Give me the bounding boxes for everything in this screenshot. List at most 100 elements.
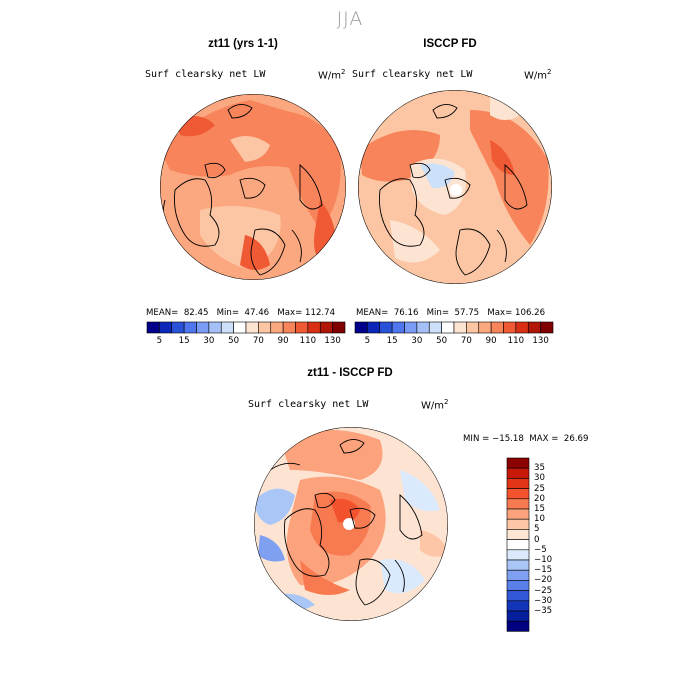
colorbar-swatch	[506, 457, 530, 469]
colorbar-tick-label: −20	[534, 575, 553, 586]
colorbar-swatch	[506, 569, 530, 581]
colorbar-swatch	[282, 321, 296, 334]
panel1-title: zt11 (yrs 1-1)	[208, 38, 278, 50]
panel3-stats: MIN = −15.18 MAX = 26.69	[463, 434, 589, 444]
colorbar-swatch	[506, 610, 530, 622]
colorbar-tick-label: 10	[534, 514, 545, 525]
colorbar-swatch	[196, 321, 210, 334]
colorbar-swatch	[506, 539, 530, 551]
colorbar-swatch	[270, 321, 284, 334]
map-panel3	[254, 427, 448, 621]
colorbar-swatch	[506, 508, 530, 520]
panel1-variable: Surf clearsky net LW	[145, 69, 266, 80]
colorbar-tick-label: 50	[228, 336, 240, 346]
colorbar-tick-label: 15	[178, 336, 190, 346]
colorbar-tick-label: 15	[386, 336, 398, 346]
colorbar-swatch	[506, 478, 530, 489]
colorbar-swatch	[506, 620, 530, 632]
colorbar-swatch	[506, 580, 530, 591]
colorbar-swatch	[220, 321, 234, 334]
colorbar-tick-label: 110	[299, 336, 317, 346]
panel2-variable: Surf clearsky net LW	[352, 69, 473, 80]
season-title: JJA	[336, 8, 364, 30]
colorbar-tick-label: 0	[534, 534, 540, 545]
map-panel2	[358, 90, 552, 284]
colorbar-swatch	[391, 321, 405, 334]
colorbar-tick-label: 5	[156, 336, 163, 346]
colorbar-swatch	[506, 600, 530, 612]
colorbar-tick-label: 30	[534, 473, 545, 484]
colorbar-tick-label: 70	[460, 336, 472, 346]
colorbar-tick-label: 30	[203, 336, 215, 346]
colorbar-swatch	[307, 321, 321, 334]
colorbar-tick-label: −5	[534, 544, 547, 555]
colorbar-swatch	[506, 559, 530, 571]
panel1-stats: MEAN= 82.45 Min= 47.46 Max= 112.74	[146, 308, 336, 318]
colorbar-swatch	[527, 321, 541, 334]
colorbar-tick-label: 25	[534, 483, 545, 494]
colorbar-tick-label: −35	[534, 606, 553, 616]
colorbar-swatch	[367, 321, 381, 334]
panel3-units: W/m2	[421, 398, 449, 412]
panel2-units: W/m2	[524, 68, 552, 82]
panel1-units: W/m2	[318, 68, 346, 82]
colorbar-tick-label: −25	[534, 585, 553, 596]
panel2-title: ISCCP FD	[423, 38, 477, 50]
colorbar-swatch	[332, 321, 346, 334]
colorbar-swatch	[506, 529, 530, 540]
colorbar-panel1	[146, 321, 346, 334]
colorbar-swatch	[171, 321, 185, 334]
colorbar-tick-label: 5	[364, 336, 371, 346]
colorbar-swatch	[319, 321, 333, 334]
colorbar-swatch	[233, 321, 247, 334]
colorbar-difference	[506, 457, 530, 632]
colorbar-tick-label: 90	[277, 336, 289, 346]
colorbar-swatch	[478, 321, 492, 334]
panel2-stats: MEAN= 76.16 Min= 57.75 Max= 106.26	[356, 308, 546, 318]
panel3-title: zt11 - ISCCP FD	[307, 367, 393, 379]
colorbar-tick-label: 130	[532, 336, 549, 346]
colorbar-panel2	[354, 321, 554, 334]
colorbar-swatch	[208, 321, 222, 334]
colorbar-swatch	[506, 498, 530, 510]
colorbar-swatch	[506, 549, 530, 561]
colorbar-swatch	[354, 321, 368, 334]
colorbar-tick-label: 20	[534, 493, 545, 504]
colorbar-swatch	[428, 321, 442, 334]
colorbar-swatch	[146, 321, 160, 334]
colorbar-swatch	[258, 321, 272, 334]
colorbar-tick-label: −10	[534, 555, 553, 565]
colorbar-swatch	[490, 321, 504, 334]
colorbar-tick-label: 110	[507, 336, 525, 346]
colorbar-swatch	[183, 321, 197, 334]
colorbar-tick-label: −15	[534, 565, 553, 576]
colorbar-swatch	[503, 321, 517, 334]
colorbar-swatch	[379, 321, 393, 334]
colorbar-tick-label: 130	[324, 336, 341, 346]
colorbar-tick-label: 5	[534, 524, 540, 535]
colorbar-tick-label: 50	[436, 336, 448, 346]
colorbar-tick-label: 35	[534, 463, 545, 474]
colorbar-swatch	[416, 321, 430, 334]
colorbar-swatch	[506, 488, 530, 500]
map-panel1	[160, 94, 346, 280]
colorbar-tick-label: −30	[534, 595, 553, 606]
colorbar-swatch	[540, 321, 554, 334]
colorbar-swatch	[506, 467, 530, 479]
colorbar-swatch	[506, 518, 530, 530]
colorbar-swatch	[441, 321, 455, 334]
colorbar-tick-label: 90	[485, 336, 497, 346]
colorbar-tick-label: 70	[252, 336, 264, 346]
panel3-variable: Surf clearsky net LW	[248, 399, 369, 410]
colorbar-swatch	[245, 321, 259, 334]
colorbar-tick-label: 15	[534, 504, 545, 514]
colorbar-swatch	[453, 321, 467, 334]
colorbar-swatch	[295, 321, 309, 334]
colorbar-tick-label: 30	[411, 336, 423, 346]
colorbar-swatch	[159, 321, 173, 334]
colorbar-swatch	[515, 321, 529, 334]
colorbar-swatch	[506, 590, 530, 602]
colorbar-swatch	[404, 321, 418, 334]
colorbar-swatch	[466, 321, 480, 334]
